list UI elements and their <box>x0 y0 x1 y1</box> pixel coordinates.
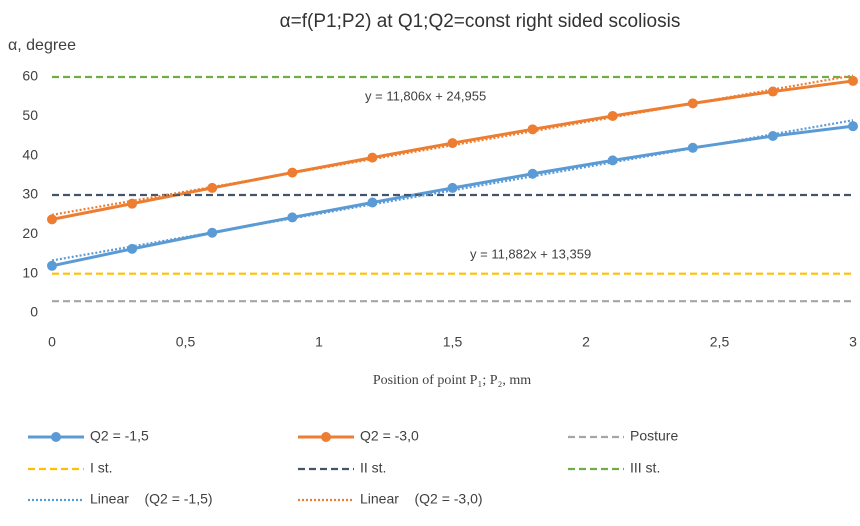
legend-marker <box>321 432 331 442</box>
data-point <box>767 131 778 141</box>
data-point <box>607 110 618 121</box>
y-axis-label: α, degree <box>8 37 76 54</box>
data-point <box>367 197 378 208</box>
x-axis-label: Position of point P₁; P₂, mm <box>373 373 531 388</box>
legend-label: II st. <box>360 460 386 476</box>
y-tick-label: 40 <box>22 146 38 162</box>
data-point <box>848 121 858 132</box>
data-point <box>447 138 458 149</box>
chart-title: α=f(P1;P2) at Q1;Q2=const right sided sc… <box>280 11 681 32</box>
legend-label: III st. <box>630 460 660 476</box>
data-point <box>767 86 778 97</box>
y-tick-label: 60 <box>22 68 38 84</box>
y-tick-label: 0 <box>30 304 38 320</box>
data-point <box>47 214 57 225</box>
y-tick-label: 50 <box>22 107 38 123</box>
y-tick-label: 10 <box>22 264 38 280</box>
data-point <box>848 75 858 86</box>
x-tick-label: 3 <box>849 334 857 350</box>
x-tick-label: 0,5 <box>176 334 196 350</box>
y-tick-label: 20 <box>22 225 38 241</box>
data-point <box>367 152 378 163</box>
legend-label: I st. <box>90 460 113 476</box>
legend-label: Q2 = -3,0 <box>360 428 419 444</box>
data-point <box>687 98 698 109</box>
trend-line <box>51 74 854 216</box>
data-point <box>127 198 138 209</box>
x-tick-label: 1,5 <box>443 334 463 350</box>
data-point <box>687 142 698 153</box>
data-point <box>207 182 218 193</box>
legend-label: Linear (Q2 = -1,5) <box>90 491 213 507</box>
x-tick-label: 2,5 <box>710 334 730 350</box>
legend-label: Linear (Q2 = -3,0) <box>360 491 483 507</box>
data-point <box>127 243 138 254</box>
x-tick-label: 1 <box>315 334 323 350</box>
legend-label: Posture <box>630 428 678 444</box>
x-tick-label: 2 <box>582 334 590 350</box>
legend-marker <box>51 432 61 442</box>
legend-label: Q2 = -1,5 <box>90 428 149 444</box>
annotation: y = 11,806x + 24,955 <box>365 88 486 103</box>
trend-line <box>51 119 854 262</box>
data-point <box>207 227 218 238</box>
data-point <box>47 260 57 271</box>
data-point <box>287 167 298 178</box>
data-point <box>607 155 618 166</box>
x-tick-label: 0 <box>48 334 56 350</box>
annotation: y = 11,882x + 13,359 <box>470 246 591 261</box>
data-point <box>447 182 458 193</box>
y-tick-label: 30 <box>22 186 38 202</box>
